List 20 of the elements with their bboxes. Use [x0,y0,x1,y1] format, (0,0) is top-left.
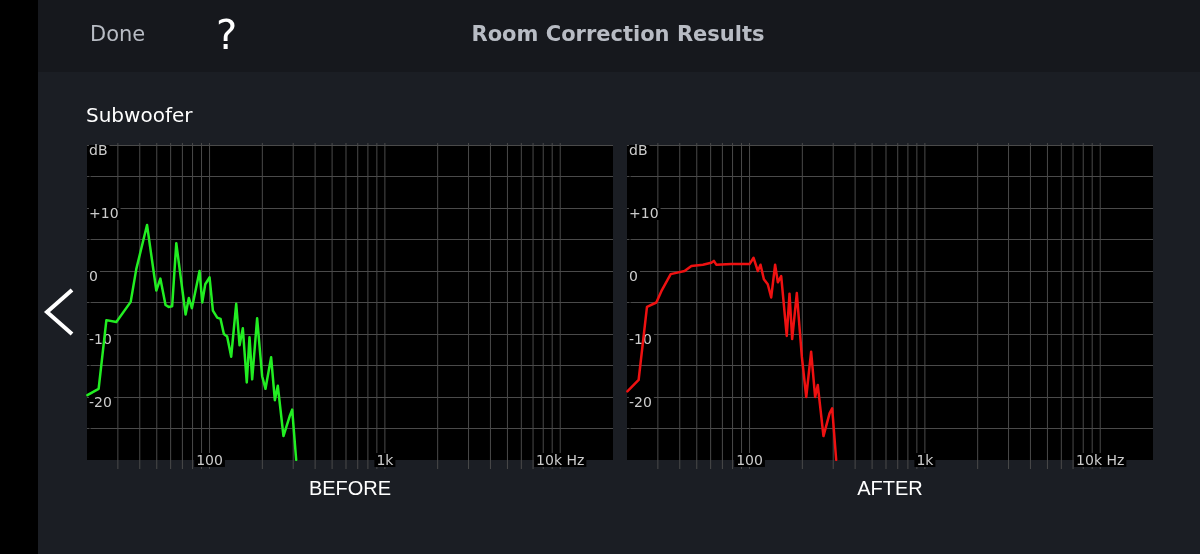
y-tick-label: 0 [629,268,638,284]
chart-subtitle: Subwoofer [86,103,193,127]
text: ? [216,12,238,58]
y-tick-label: +10 [629,205,659,221]
x-axis-title: BEFORE [308,477,392,499]
x-tick-label: 10k Hz [536,452,585,468]
x-tick-label: 100 [736,452,763,468]
y-tick-label: dB [89,142,108,158]
x-tick-label: 100 [196,452,223,468]
x-tick-label: 10k Hz [1076,452,1125,468]
y-tick-label: -20 [629,394,652,410]
y-tick-label: dB [629,142,648,158]
y-tick-label: -20 [89,394,112,410]
y-tick-label: 0 [89,268,98,284]
x-axis-title: AFTER [857,477,923,499]
text: Done [90,22,146,46]
y-tick-label: +10 [89,205,119,221]
x-tick-label: 1k [916,452,935,468]
chart-title: Room Correction Results [470,22,766,46]
x-tick-label: 1k [376,452,395,468]
